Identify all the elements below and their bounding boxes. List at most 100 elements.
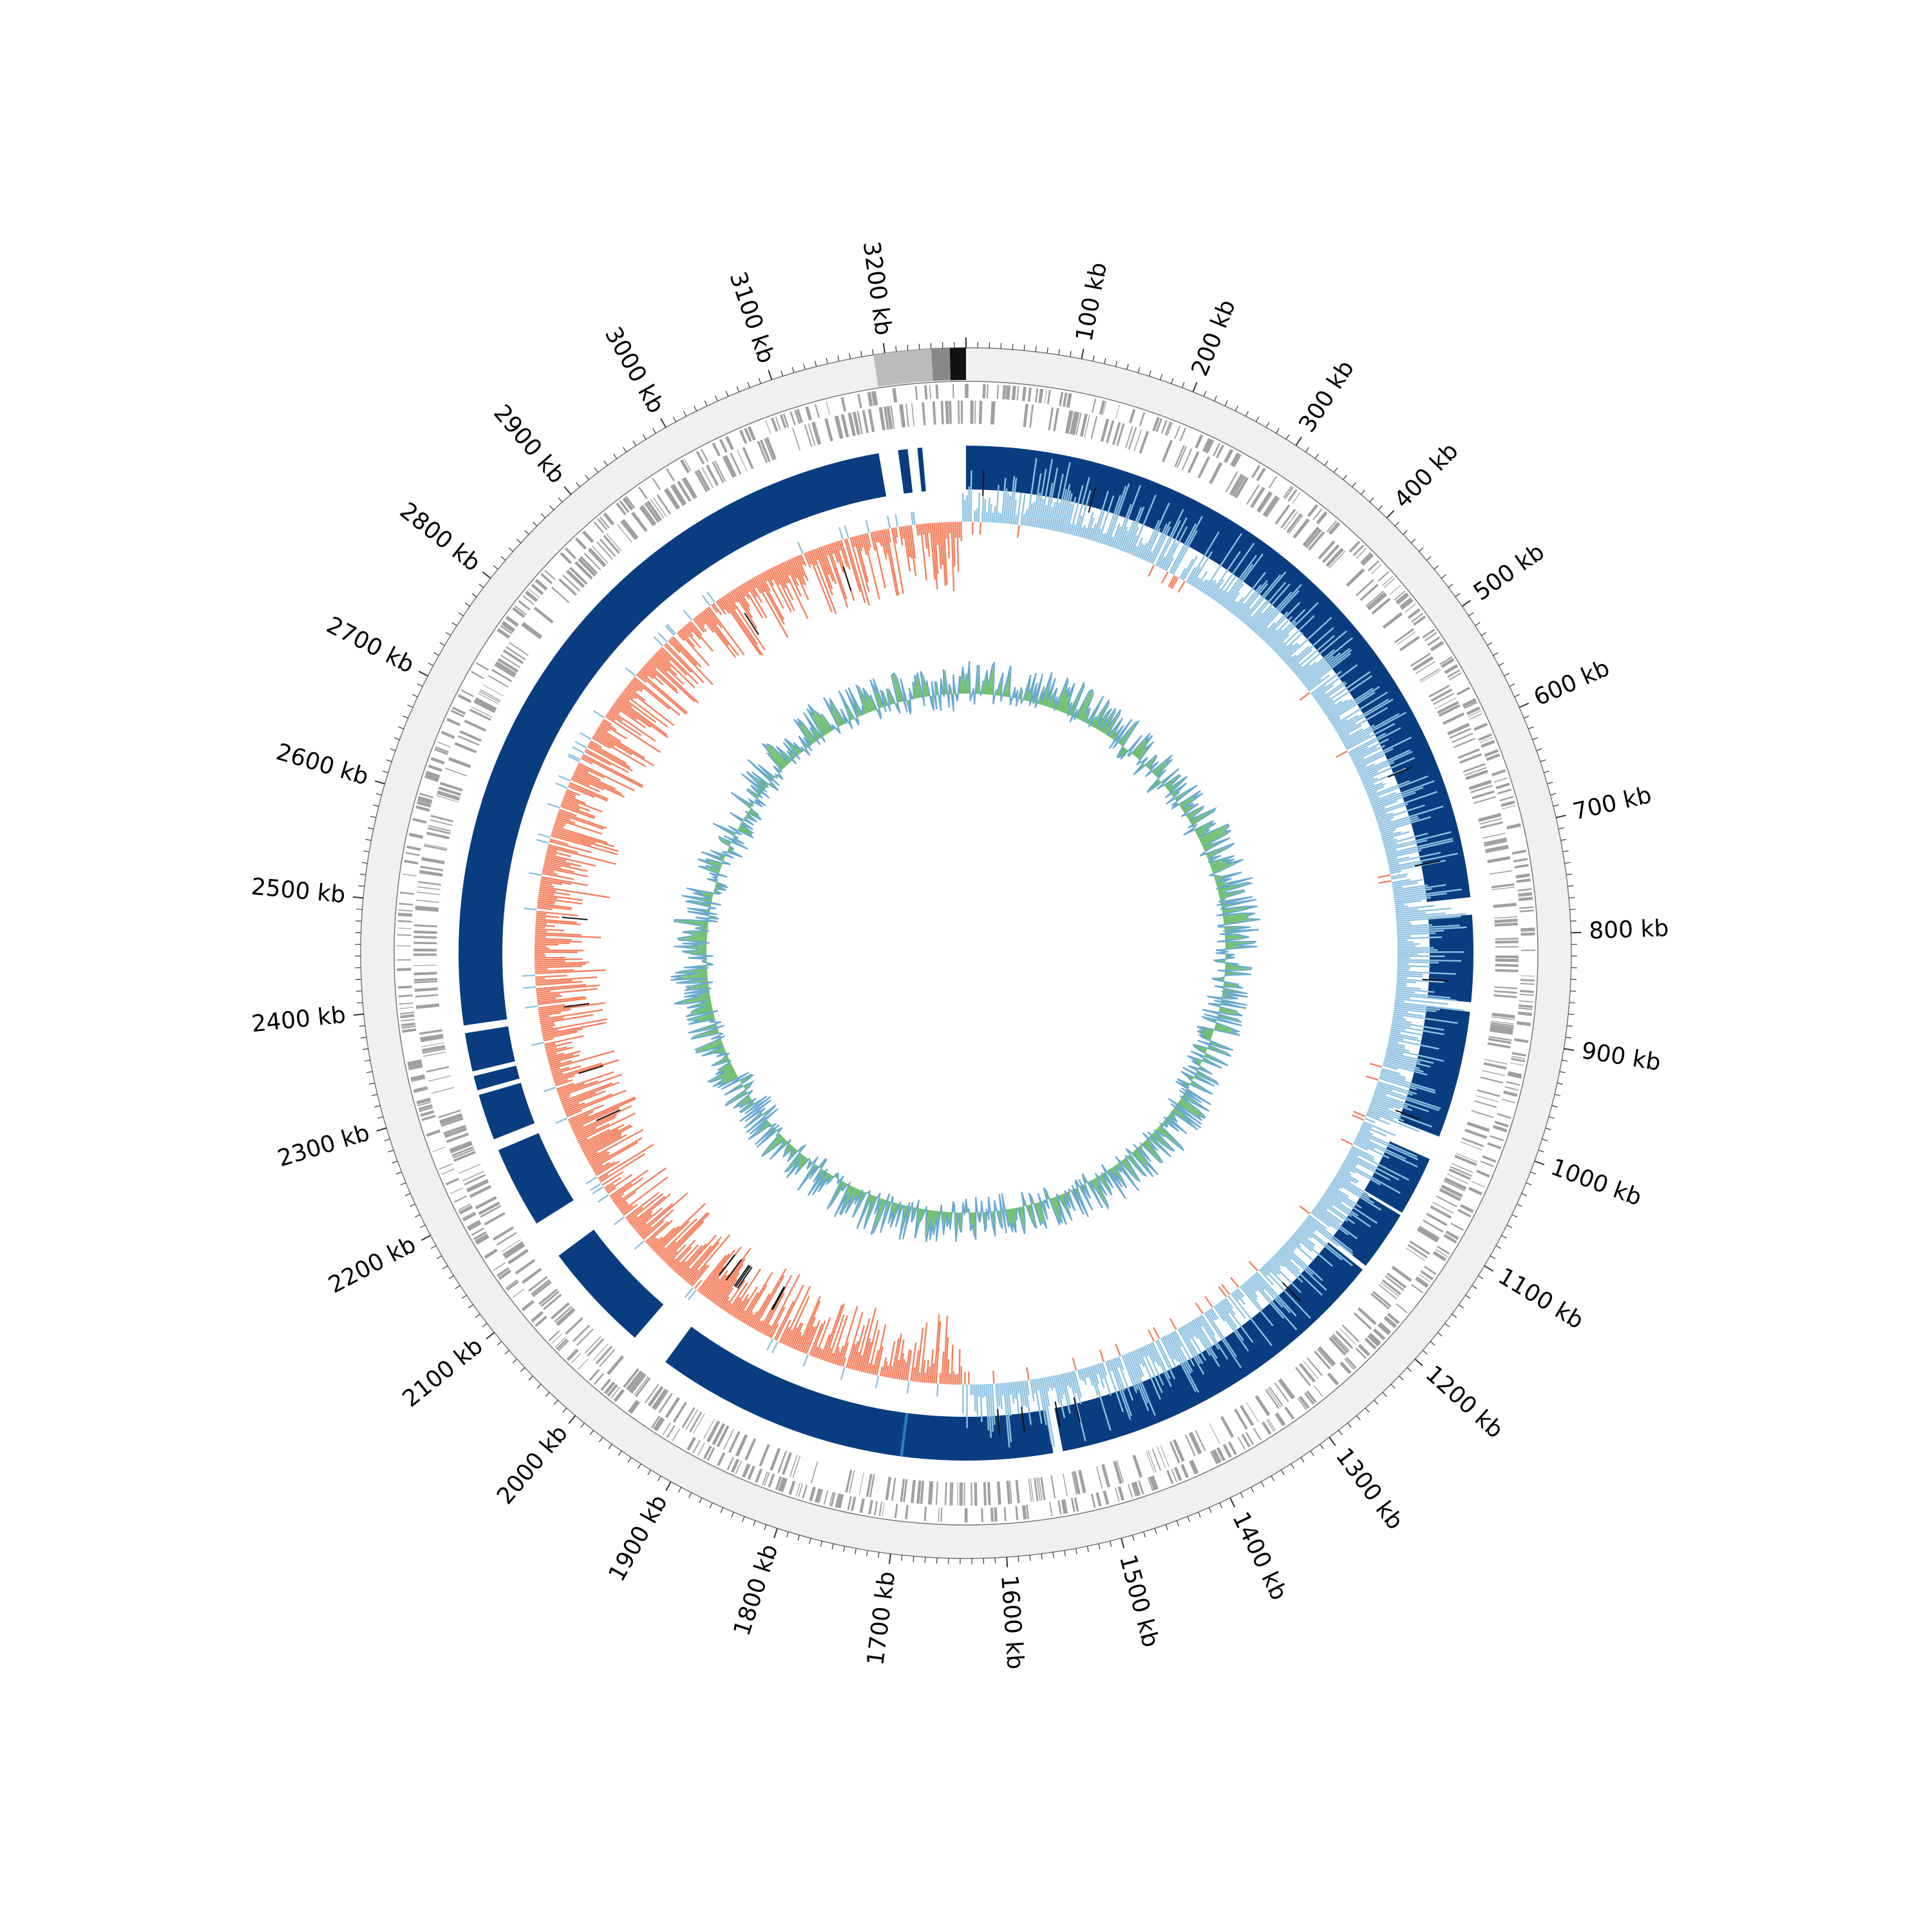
- gc-skew-bar: [1323, 701, 1343, 714]
- gene-feature: [894, 1504, 898, 1519]
- gc-skew-bar: [1332, 1179, 1382, 1211]
- gc-skew-bar: [1224, 583, 1244, 609]
- gc-skew-bar: [536, 911, 579, 916]
- major-tick: [888, 1553, 891, 1564]
- gene-feature: [1479, 818, 1502, 825]
- gc-skew-bar: [548, 1054, 580, 1065]
- gc-skew-bar: [1020, 494, 1026, 526]
- gc-skew-bar: [1390, 870, 1401, 875]
- gene-feature: [1372, 1328, 1386, 1341]
- gc-skew-bar: [625, 1191, 659, 1219]
- gc-skew-bar: [658, 632, 668, 643]
- gc-skew-bar: [1381, 831, 1410, 840]
- gc-skew-bar: [1205, 1311, 1237, 1358]
- minor-tick: [1285, 434, 1290, 440]
- minor-tick: [359, 873, 366, 876]
- tick-label: 400 kb: [1389, 438, 1464, 514]
- gc-skew-bar: [583, 1132, 622, 1154]
- gc-skew-bar: [547, 848, 558, 852]
- gc-skew-bar: [708, 606, 745, 656]
- minor-tick: [366, 1071, 373, 1074]
- gene-feature: [1173, 1439, 1185, 1462]
- gene-feature: [468, 1222, 482, 1231]
- gene-feature: [1464, 701, 1477, 710]
- gene-feature: [1306, 1357, 1323, 1376]
- gc-skew-bar: [603, 719, 612, 726]
- gc-skew-bar: [561, 801, 580, 810]
- gc-skew-bar: [766, 569, 773, 581]
- gc-skew-bar: [1142, 502, 1170, 560]
- gene-feature: [712, 442, 721, 457]
- minor-tick: [1544, 770, 1550, 773]
- gene-feature: [412, 817, 427, 824]
- gc-skew-bar: [746, 580, 757, 598]
- gc-skew-bar: [538, 1001, 605, 1013]
- gc-skew-bar: [831, 1315, 848, 1364]
- gene-feature: [868, 1500, 873, 1515]
- gene-feature: [439, 1163, 453, 1170]
- gene-feature: [1502, 805, 1516, 810]
- gene-feature: [666, 1425, 676, 1438]
- gene-feature: [1519, 994, 1534, 996]
- gc-skew-bar: [1363, 1121, 1396, 1137]
- gene-feature: [459, 1205, 473, 1215]
- gene-feature: [1423, 1219, 1444, 1233]
- gene-feature: [449, 1141, 472, 1152]
- gc-skew-bar: [539, 887, 556, 892]
- gene-feature: [437, 741, 451, 748]
- minor-tick: [1324, 460, 1329, 466]
- gc-skew-bar: [987, 1384, 992, 1438]
- gene-feature: [903, 1479, 908, 1502]
- alignment-block: [917, 447, 926, 492]
- minor-tick: [1171, 377, 1174, 384]
- gene-feature: [507, 1249, 529, 1265]
- gc-skew-bar: [1338, 1170, 1359, 1183]
- gene-feature: [521, 623, 542, 639]
- gc-skew-bar: [611, 706, 621, 714]
- gene-feature: [978, 401, 983, 424]
- gc-skew-bar: [1300, 1225, 1343, 1261]
- gc-skew-bar: [537, 996, 585, 1003]
- gc-skew-marker: [718, 1254, 735, 1276]
- gc-skew-bar: [701, 594, 711, 607]
- tick-label: 600 kb: [1530, 655, 1614, 712]
- gc-skew-bar: [833, 542, 844, 573]
- gc-skew-bar: [1378, 874, 1391, 878]
- gc-skew-bar: [1253, 1274, 1283, 1309]
- gene-feature: [1036, 1477, 1041, 1501]
- gene-feature: [658, 1392, 673, 1414]
- gc-skew-bar: [925, 523, 931, 557]
- gc-skew-bar: [1311, 1211, 1331, 1227]
- gc-skew-bar: [1340, 1138, 1353, 1146]
- gene-feature: [1432, 1251, 1447, 1262]
- gc-skew-bar: [1388, 853, 1459, 869]
- gene-feature: [1092, 398, 1097, 413]
- minor-tick: [753, 1520, 756, 1526]
- gc-skew-bar: [605, 1184, 614, 1191]
- gene-feature: [1514, 1038, 1529, 1043]
- gene-feature: [1274, 504, 1291, 525]
- gc-skew-bar: [620, 693, 630, 701]
- gene-feature: [1074, 1497, 1079, 1512]
- minor-tick: [618, 1450, 622, 1456]
- gene-feature: [826, 401, 830, 415]
- gc-skew-bar: [1330, 1182, 1340, 1189]
- gc-skew-bar: [1123, 1354, 1139, 1390]
- gene-feature: [1028, 1479, 1032, 1502]
- gc-skew-bar: [549, 1060, 573, 1068]
- minor-tick: [843, 1546, 846, 1552]
- gc-skew-bar: [585, 748, 629, 773]
- gene-feature: [1495, 938, 1519, 940]
- gene-feature: [471, 670, 484, 679]
- gene-feature: [1283, 486, 1293, 498]
- gc-skew-bar: [1395, 998, 1448, 1005]
- gene-feature: [1511, 1052, 1526, 1057]
- gene-feature: [1157, 1446, 1166, 1469]
- gc-skew-bar: [1079, 527, 1084, 538]
- gene-feature: [867, 408, 875, 433]
- gc-skew-bar: [885, 529, 900, 596]
- major-tick: [374, 780, 385, 785]
- gc-skew-bar: [952, 522, 956, 567]
- gene-feature: [1490, 1027, 1513, 1033]
- gene-feature: [759, 439, 771, 462]
